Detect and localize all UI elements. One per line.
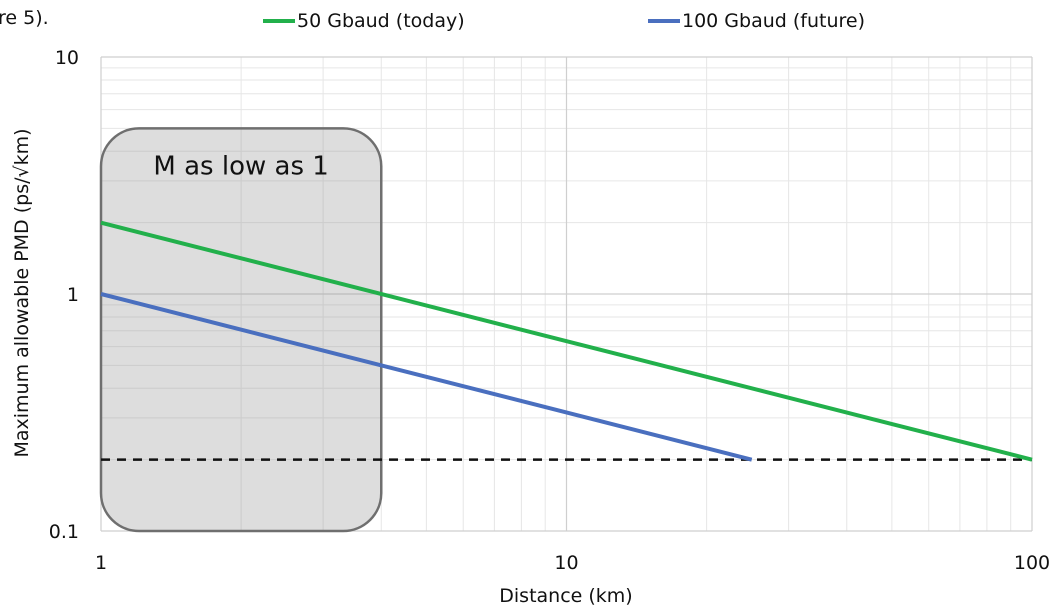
annotation-text: M as low as 1: [153, 151, 328, 181]
y-axis-label: Maximum allowable PMD (ps/√km): [11, 128, 33, 458]
x-tick-label: 1: [95, 552, 107, 574]
legend: 50 Gbaud (today) 100 Gbaud (future): [0, 10, 1055, 36]
legend-label-series-0: 50 Gbaud (today): [297, 10, 465, 32]
x-tick-label: 100: [1014, 552, 1050, 574]
y-tick-label: 0.1: [49, 521, 79, 543]
y-tick-label: 10: [55, 47, 79, 69]
x-axis-label: Distance (km): [499, 585, 633, 607]
series-line-0: [100, 220, 1033, 462]
legend-label-series-1: 100 Gbaud (future): [682, 10, 866, 32]
legend-item-series-0: 50 Gbaud (today): [263, 10, 465, 32]
series-line-1: [100, 292, 753, 462]
legend-item-series-1: 100 Gbaud (future): [648, 10, 865, 32]
caption-fragment: re 5).: [0, 7, 49, 29]
x-tick-label: 10: [554, 552, 578, 574]
y-tick-label: 1: [67, 284, 79, 306]
legend-swatch-series-1: [648, 19, 680, 23]
legend-swatch-series-0: [263, 19, 295, 23]
